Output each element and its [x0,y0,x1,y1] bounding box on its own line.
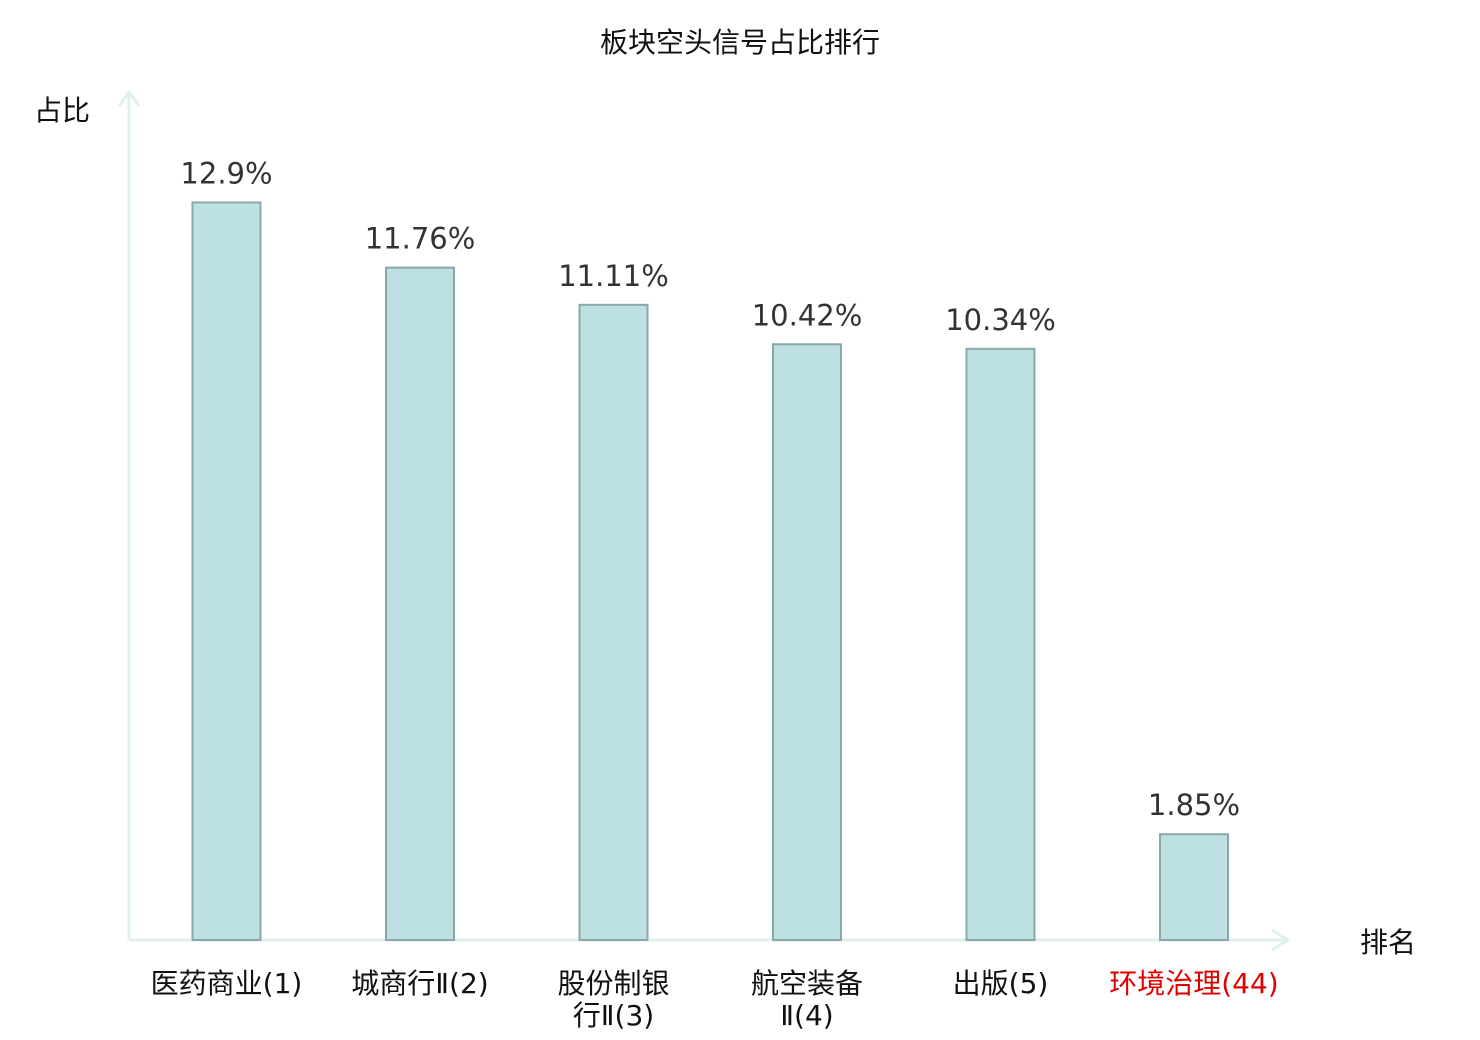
category-labels-group: 医药商业(1) 城商行Ⅱ(2) 股份制银行Ⅱ(3) 航空装备 Ⅱ(4) 出版(5) 环境治理… [151,967,1279,1032]
category-label-1: 医药商业(1) [151,967,303,1000]
category-label-2: 城商行Ⅱ(2) [351,967,488,1000]
category-label-5: 出版(5) [953,967,1049,1000]
bar-3 [578,303,649,942]
value-label-2: 11.76% [365,222,476,256]
value-labels-group: 12.9% 11.76% 11.11% 10.42% 10.34% 1.85% [180,156,1240,822]
category-label-6: 环境治理(44) [1109,967,1278,1000]
value-label-6: 1.85% [1148,788,1240,822]
x-axis-title: 排名 [1360,926,1416,959]
category-label-line: 城商行Ⅱ(2) [351,967,488,1000]
bars-group [191,201,1229,942]
bar-5 [965,347,1036,941]
x-axis [129,928,1291,952]
bar-4 [772,343,842,941]
y-axis [117,89,141,940]
category-label-line: 股份制银 [557,967,669,1000]
chart-title: 板块空头信号占比排行 [600,26,880,59]
category-label-3: 股份制银行Ⅱ(3) [557,967,669,1032]
x-axis-arrow [1271,928,1291,952]
y-axis-arrow [117,89,141,107]
value-label-3: 11.11% [558,259,669,293]
category-label-line: 环境治理(44) [1109,967,1278,1000]
bar-6 [1159,833,1229,942]
bar-1 [191,201,262,942]
value-label-4: 10.42% [752,298,863,332]
category-label-4: 航空装备 Ⅱ(4) [751,967,863,1032]
category-label-line: 出版(5) [953,967,1049,1000]
category-label-line: 行Ⅱ(3) [573,999,654,1032]
category-label-line: 医药商业(1) [151,967,303,1000]
bar-2 [385,266,455,941]
y-axis-title: 占比 [34,94,90,127]
value-label-1: 12.9% [180,156,272,190]
category-label-line: 航空装备 [751,967,863,1000]
value-label-5: 10.34% [945,303,1056,337]
category-label-line: Ⅱ(4) [780,999,833,1032]
